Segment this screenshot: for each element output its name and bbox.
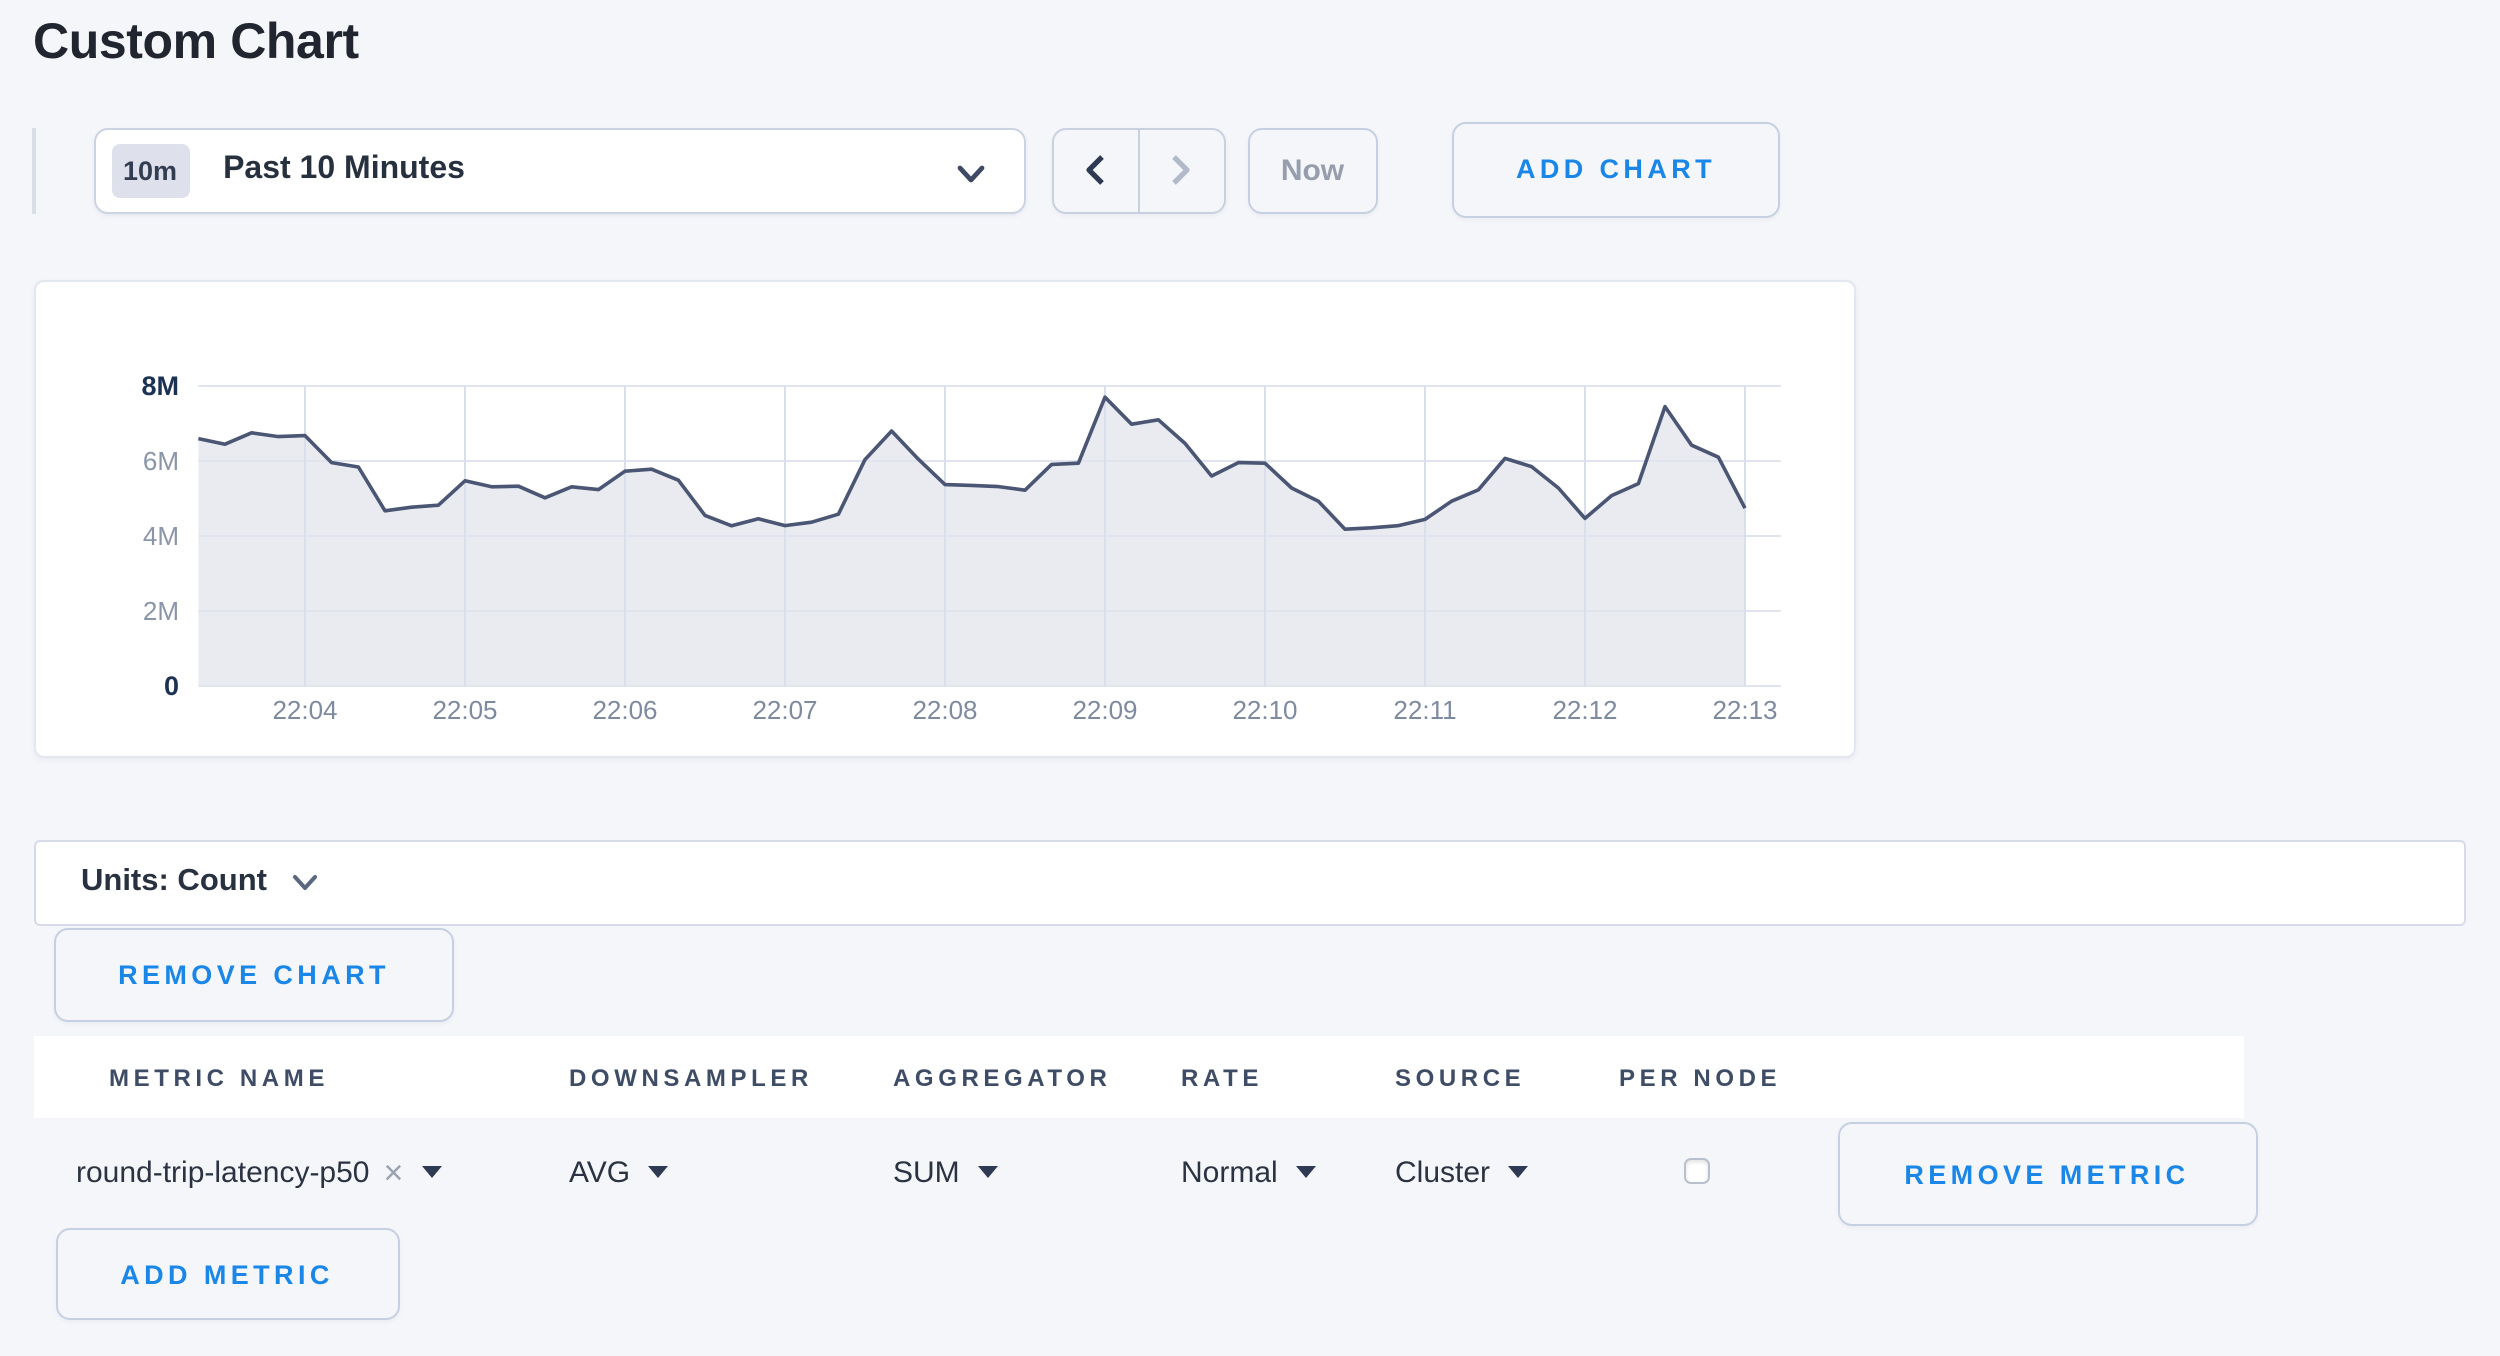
time-range-dropdown[interactable]: 10m Past 10 Minutes — [93, 127, 1025, 214]
time-range-badge: 10m — [111, 143, 190, 198]
header-aggregator: AGGREGATOR — [893, 1063, 1112, 1091]
downsampler-value: AVG — [569, 1155, 631, 1189]
aggregator-value: SUM — [893, 1155, 960, 1189]
header-metric-name: METRIC NAME — [109, 1063, 329, 1091]
series-area-fill — [197, 396, 1744, 685]
page-title: Custom Chart — [33, 14, 359, 70]
y-axis-tick-label: 2M — [142, 595, 178, 625]
now-button[interactable]: Now — [1247, 127, 1378, 214]
caret-down-icon — [648, 1166, 669, 1178]
x-axis-tick-label: 22:06 — [591, 694, 656, 724]
chart-card: 0 2M 4M 6M 8M 22:04 22:05 22:06 22:07 22:08 22:09 2… — [33, 279, 1855, 757]
metric-name-select[interactable]: round-trip-latency-p50 × — [76, 1118, 442, 1226]
x-axis-tick-label: 22:11 — [1392, 694, 1455, 724]
next-time-button[interactable] — [1139, 129, 1223, 212]
source-select[interactable]: Cluster — [1395, 1118, 1529, 1226]
remove-chart-button[interactable]: REMOVE CHART — [54, 928, 454, 1021]
x-axis-tick-label: 22:10 — [1231, 694, 1296, 724]
x-axis-tick-label: 22:04 — [271, 694, 336, 724]
time-pager — [1051, 127, 1225, 214]
caret-down-icon — [1508, 1166, 1529, 1178]
units-label: Units: Count — [81, 864, 267, 898]
header-rate: RATE — [1181, 1063, 1263, 1091]
timeseries-area-chart: 0 2M 4M 6M 8M 22:04 22:05 22:06 22:07 22:08 22:09 2… — [140, 370, 1780, 724]
chevron-down-icon — [956, 164, 984, 182]
caret-down-icon — [421, 1166, 442, 1178]
units-dropdown[interactable]: Units: Count — [33, 839, 2466, 925]
remove-metric-button[interactable]: REMOVE METRIC — [1837, 1122, 2257, 1226]
chevron-right-icon — [1172, 155, 1190, 186]
x-axis-tick-label: 22:05 — [431, 694, 496, 724]
x-axis-tick-label: 22:13 — [1711, 694, 1776, 724]
y-axis-tick-label: 6M — [142, 445, 178, 475]
add-metric-button[interactable]: ADD METRIC — [55, 1228, 399, 1320]
clear-metric-icon[interactable]: × — [383, 1153, 404, 1191]
y-axis-tick-label: 8M — [140, 370, 178, 400]
x-axis-tick-label: 22:12 — [1551, 694, 1616, 724]
chevron-down-icon — [293, 874, 318, 889]
y-axis-tick-label: 4M — [142, 520, 178, 550]
metric-name-value: round-trip-latency-p50 — [76, 1155, 370, 1189]
caret-down-icon — [1295, 1166, 1316, 1178]
metric-row: round-trip-latency-p50 × AVG SUM Normal … — [33, 1118, 2466, 1226]
aggregator-select[interactable]: SUM — [893, 1118, 998, 1226]
header-downsampler: DOWNSAMPLER — [569, 1063, 813, 1091]
rate-select[interactable]: Normal — [1181, 1118, 1316, 1226]
downsampler-select[interactable]: AVG — [569, 1118, 669, 1226]
header-per-node: PER NODE — [1619, 1063, 1782, 1091]
prev-time-button[interactable] — [1053, 129, 1139, 212]
metrics-table-header: METRIC NAME DOWNSAMPLER AGGREGATOR RATE … — [33, 1036, 2243, 1118]
add-chart-button[interactable]: ADD CHART — [1452, 122, 1780, 217]
header-source: SOURCE — [1395, 1063, 1526, 1091]
caret-down-icon — [977, 1166, 998, 1178]
rate-value: Normal — [1181, 1155, 1278, 1189]
y-axis-tick-label: 0 — [163, 670, 178, 700]
time-range-label: Past 10 Minutes — [223, 152, 465, 187]
source-value: Cluster — [1395, 1155, 1491, 1189]
toolbar-left-rule — [32, 127, 36, 214]
chevron-left-icon — [1086, 155, 1104, 186]
x-axis-tick-label: 22:07 — [751, 694, 816, 724]
per-node-checkbox[interactable] — [1683, 1158, 1709, 1184]
series-line — [197, 394, 1746, 530]
x-axis-tick-label: 22:08 — [911, 694, 976, 724]
x-axis-tick-label: 22:09 — [1071, 694, 1136, 724]
